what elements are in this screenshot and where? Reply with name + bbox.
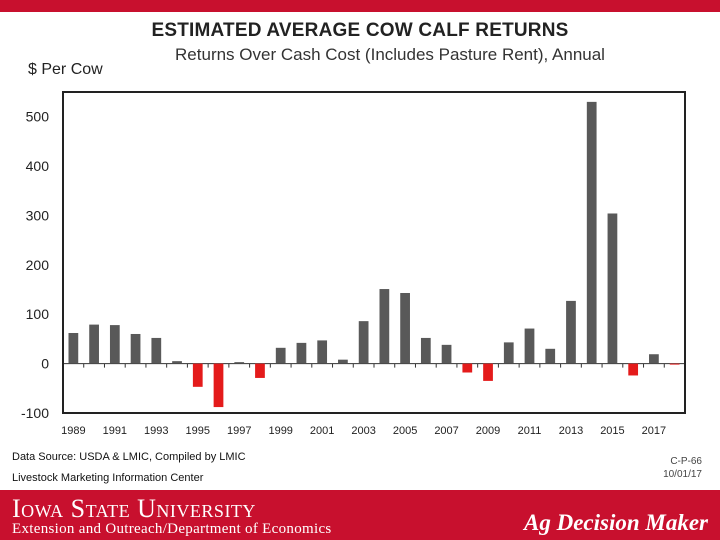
bar-2010 — [503, 342, 514, 364]
x-tick-label: 2013 — [559, 425, 583, 437]
x-tick-label: 1991 — [103, 425, 127, 437]
bar-2008 — [462, 363, 473, 373]
footer-bar — [0, 490, 720, 540]
data-source: Data Source: USDA & LMIC, Compiled by LM… — [12, 451, 246, 463]
bar-2006 — [420, 337, 431, 364]
x-tick-label: 2005 — [393, 425, 417, 437]
x-tick-label: 2001 — [310, 425, 334, 437]
y-tick-label: 100 — [26, 306, 50, 322]
chart-subtitle: Returns Over Cash Cost (Includes Pasture… — [175, 45, 605, 64]
x-tick-label: 1999 — [268, 425, 292, 437]
x-tick-label: 2009 — [476, 425, 500, 437]
y-axis-label: $ Per Cow — [28, 61, 103, 78]
university-logo-text: Iowa State University — [12, 494, 256, 523]
organization-name: Livestock Marketing Information Center — [12, 472, 204, 484]
bar-1999 — [275, 347, 286, 364]
ag-decision-maker-logo: Ag Decision Maker — [524, 510, 708, 535]
bar-1998 — [255, 363, 265, 378]
top-accent-bar — [0, 0, 720, 12]
y-tick-label: 400 — [26, 158, 50, 174]
y-tick-label: 500 — [26, 109, 50, 125]
x-tick-label: 2017 — [642, 425, 666, 437]
bar-2011 — [524, 328, 535, 364]
x-tick-label: 1989 — [61, 425, 85, 437]
x-tick-label: 2007 — [434, 425, 458, 437]
x-tick-label: 2011 — [518, 425, 542, 437]
bar-2013 — [566, 300, 576, 364]
department-text: Extension and Outreach/Department of Eco… — [12, 521, 332, 537]
x-tick-label: 1995 — [186, 425, 210, 437]
bar-1996 — [213, 363, 224, 408]
y-tick-label: 300 — [26, 207, 50, 223]
bar-2018 — [669, 363, 680, 365]
bar-2007 — [441, 344, 452, 364]
bar-1991 — [109, 325, 120, 364]
bar-2017 — [649, 354, 659, 364]
bar-2014 — [586, 101, 597, 364]
x-tick-label: 2015 — [600, 425, 624, 437]
bar-2002 — [338, 359, 348, 364]
bar-1989 — [68, 332, 79, 364]
bar-2001 — [317, 340, 328, 364]
y-axis-ticks: -100 0 100 200 300 400 500 — [21, 109, 49, 421]
bar-1990 — [89, 324, 99, 364]
bar-2016 — [628, 363, 639, 376]
chart-title: ESTIMATED AVERAGE COW CALF RETURNS — [151, 20, 569, 41]
bar-chart: -100 0 100 200 300 400 500 1989 1991 1993 1995 199… — [21, 91, 686, 437]
chart-code: C-P-66 10/01/17 — [663, 455, 702, 481]
bar-2005 — [400, 292, 410, 364]
chart-date: 10/01/17 — [663, 469, 702, 480]
x-axis-ticks: 1989 1991 1993 1995 1997 1999 2001 2003 2005 2007… — [61, 425, 666, 437]
y-tick-label: 0 — [41, 356, 49, 372]
bar-2000 — [296, 342, 307, 364]
y-tick-label: -100 — [21, 405, 49, 421]
bar-2009 — [483, 363, 493, 381]
bar-1994 — [172, 361, 182, 364]
bar-2012 — [545, 348, 556, 364]
y-tick-label: 200 — [26, 257, 50, 273]
x-tick-label: 1997 — [227, 425, 251, 437]
bar-2003 — [358, 321, 369, 364]
x-tick-label: 1993 — [144, 425, 168, 437]
bar-2015 — [607, 213, 618, 364]
bar-2004 — [379, 289, 390, 364]
x-tick-label: 2003 — [351, 425, 375, 437]
bar-1992 — [130, 333, 141, 364]
bar-1993 — [151, 337, 162, 364]
bar-1995 — [192, 363, 203, 387]
plot-frame — [62, 91, 686, 414]
bars — [63, 101, 686, 408]
chart-code-id: C-P-66 — [670, 456, 702, 467]
bar-1997 — [234, 362, 245, 364]
